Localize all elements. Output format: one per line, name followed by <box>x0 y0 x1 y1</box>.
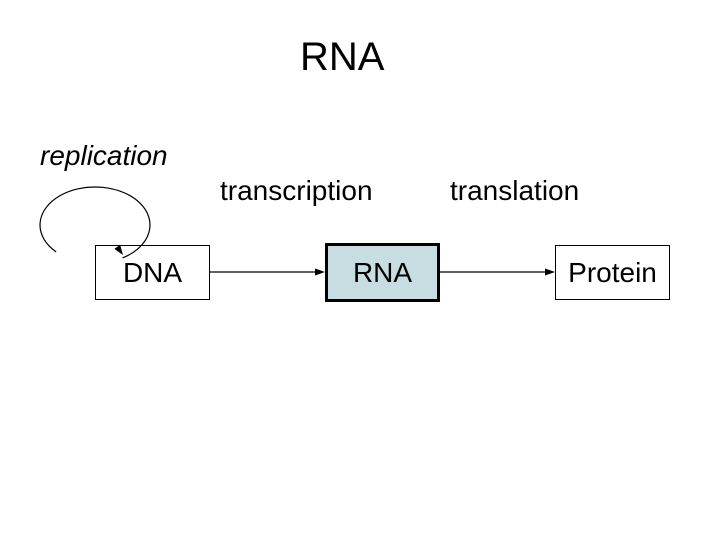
page-title: RNA <box>300 35 384 80</box>
node-rna: RNA <box>325 243 440 302</box>
node-protein: Protein <box>555 245 670 300</box>
node-dna: DNA <box>95 245 210 300</box>
label-translation: translation <box>450 175 579 207</box>
label-transcription: transcription <box>220 175 373 207</box>
label-replication: replication <box>40 140 168 172</box>
